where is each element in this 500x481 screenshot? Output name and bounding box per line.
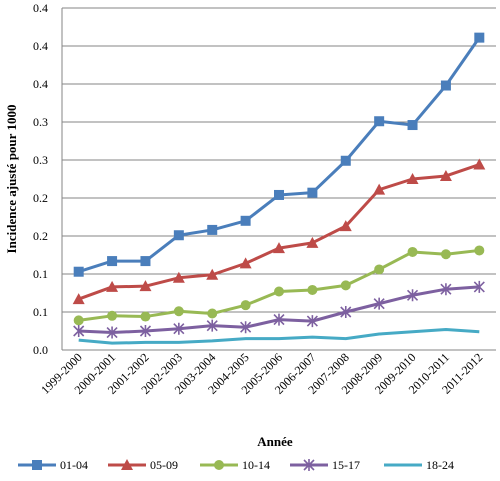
data-point — [473, 280, 485, 293]
y-tick-label: 0.3 — [33, 115, 48, 129]
data-point — [374, 264, 385, 275]
data-point — [373, 183, 386, 195]
data-point — [139, 325, 152, 337]
legend-item: 10-14 — [200, 458, 270, 472]
legend-marker — [303, 459, 315, 471]
data-point — [307, 284, 318, 295]
data-point — [474, 32, 485, 43]
y-tick-label: 0.1 — [33, 305, 48, 319]
y-tick-label: 0.4 — [33, 39, 48, 53]
y-axis-title: Incidence ajusté pour 1000 — [4, 105, 19, 254]
gridlines — [62, 7, 496, 351]
data-point — [239, 257, 252, 269]
legend-item: 01-04 — [18, 458, 88, 472]
data-point — [206, 268, 219, 280]
data-point — [107, 310, 118, 321]
data-point — [407, 246, 418, 257]
data-point — [274, 189, 284, 200]
data-point — [173, 322, 185, 335]
data-point — [240, 215, 251, 226]
data-point — [473, 158, 486, 170]
series-line — [78, 36, 481, 274]
legend-marker — [121, 459, 133, 470]
series-01-04 — [73, 32, 485, 277]
legend-marker — [214, 460, 224, 470]
data-point — [340, 280, 351, 291]
data-point — [73, 315, 84, 326]
data-point — [73, 325, 85, 337]
series-15-17 — [73, 280, 485, 339]
series-18-24 — [78, 327, 480, 345]
y-tick-label: 0.2 — [33, 229, 48, 243]
legend-item: 05-09 — [108, 458, 178, 472]
data-point — [207, 224, 218, 235]
legend-item: 18-24 — [384, 458, 454, 472]
data-point — [307, 187, 318, 198]
data-point — [406, 173, 419, 184]
data-point — [240, 321, 252, 334]
legend-label: 05-09 — [150, 458, 178, 472]
y-tick-label: 0.2 — [33, 191, 48, 205]
data-point — [72, 293, 85, 305]
data-point — [340, 306, 352, 318]
legend-label: 10-14 — [242, 458, 270, 472]
x-tick-labels: 1999-20002000-20012001-20022002-20032003… — [38, 350, 485, 397]
data-point — [306, 315, 318, 328]
legend-marker — [32, 460, 42, 470]
x-axis-title: Année — [257, 434, 293, 449]
data-point — [273, 242, 285, 254]
data-point — [106, 280, 119, 292]
series-group — [72, 32, 486, 345]
data-point — [440, 80, 451, 91]
legend: 01-04 05-09 10-14 15-17 18-24 — [18, 458, 454, 472]
y-tick-label: 0.1 — [33, 267, 48, 281]
data-point — [140, 256, 151, 267]
series-line — [78, 327, 480, 345]
y-tick-label: 0.4 — [33, 77, 48, 91]
data-point — [274, 286, 284, 297]
data-point — [273, 313, 285, 326]
legend-label: 15-17 — [332, 458, 360, 472]
data-point — [206, 319, 218, 332]
data-point — [440, 249, 451, 260]
legend-label: 18-24 — [426, 458, 454, 472]
data-point — [339, 220, 352, 232]
series-line — [78, 163, 480, 301]
data-point — [439, 169, 452, 181]
series-10-14 — [73, 245, 485, 326]
data-point — [340, 155, 351, 166]
data-point — [73, 266, 84, 277]
data-point — [440, 283, 452, 296]
data-point — [106, 326, 118, 339]
data-point — [173, 306, 184, 317]
data-point — [240, 300, 251, 311]
data-point — [474, 245, 485, 256]
data-point — [139, 280, 152, 292]
y-tick-label: 0.4 — [33, 1, 48, 15]
y-tick-label: 0.0 — [33, 343, 48, 357]
y-tick-labels: 0.0 0.1 0.1 0.2 0.2 0.3 0.3 0.4 0.4 0.4 — [33, 1, 48, 357]
data-point — [407, 120, 418, 131]
data-point — [172, 271, 185, 283]
legend-label: 01-04 — [60, 458, 88, 472]
axes — [61, 8, 496, 351]
data-point — [207, 308, 218, 319]
series-05-09 — [72, 158, 486, 305]
y-tick-label: 0.3 — [33, 153, 48, 167]
data-point — [173, 230, 184, 241]
data-point — [107, 256, 118, 267]
data-point — [140, 311, 151, 322]
data-point — [306, 236, 319, 248]
data-point — [373, 297, 385, 310]
data-point — [406, 289, 419, 302]
legend-item: 15-17 — [290, 458, 360, 472]
data-point — [374, 116, 385, 127]
